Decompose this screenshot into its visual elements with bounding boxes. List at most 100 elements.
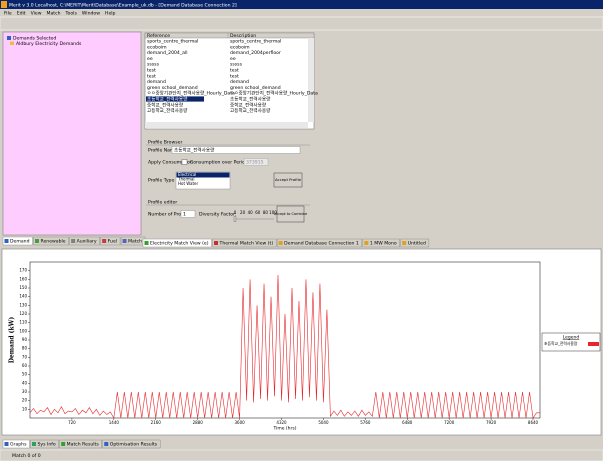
- tab-icon: [214, 241, 219, 245]
- y-tick-label: 60: [22, 363, 28, 368]
- menu-item[interactable]: File: [4, 11, 12, 17]
- accept-combine-text: Accept to Combine: [274, 212, 307, 216]
- tab[interactable]: [102, 439, 161, 449]
- cell-description[interactable]: ee: [230, 57, 236, 62]
- menu-item[interactable]: Edit: [17, 11, 26, 17]
- tab-label: Untitled: [408, 241, 426, 247]
- browser-title: Profile Browser: [148, 140, 182, 146]
- cell-reference[interactable]: demand_2004_all: [147, 50, 188, 56]
- cell-description[interactable]: sssss: [230, 63, 243, 68]
- y-tick-label: 170: [19, 268, 27, 273]
- accept-profile-text: Accept Profile: [275, 177, 302, 182]
- y-tick-label: 130: [19, 302, 27, 307]
- cell-description[interactable]: demand_2004perfloor: [230, 50, 281, 56]
- view-tabs: Electricity Match View (e) Thermal Match …: [142, 238, 430, 248]
- consumption-label: Consumption over Period (kWh): [190, 160, 263, 166]
- reference-table: [144, 32, 315, 130]
- cell-description[interactable]: 중학교_전력사용량: [230, 101, 267, 108]
- tab-icon: [364, 241, 369, 245]
- tab[interactable]: [400, 238, 430, 248]
- tab[interactable]: [2, 236, 33, 246]
- cell-reference[interactable]: sssss: [147, 63, 160, 68]
- tab[interactable]: [33, 236, 69, 246]
- tab[interactable]: [362, 238, 400, 248]
- left-tabs: Demand Renewable Auxiliary Fuel Match: [2, 236, 146, 246]
- legend-box: [541, 332, 601, 352]
- slider-label: 40: [248, 210, 254, 215]
- cell-description[interactable]: ㅇㅇ중앙기관단지_전력사용량_Hourly_Data: [230, 90, 318, 97]
- cell-description[interactable]: test: [230, 68, 239, 74]
- y-tick-label: 30: [22, 389, 28, 394]
- cell-reference[interactable]: 중학교_전력사용량: [147, 101, 184, 108]
- tab[interactable]: [212, 238, 277, 248]
- editor-title: Profile editor: [148, 200, 177, 206]
- y-tick-label: 100: [19, 328, 27, 333]
- menu-item[interactable]: Tools: [65, 11, 78, 17]
- tab-icon: [104, 442, 109, 446]
- tab[interactable]: [69, 236, 100, 246]
- cell-reference[interactable]: test: [147, 73, 156, 79]
- type-item[interactable]: Hot Water: [178, 181, 198, 186]
- slider-label: 60: [255, 210, 261, 215]
- cell-description[interactable]: demand: [230, 79, 249, 85]
- tree-root[interactable]: Demands Selected: [13, 36, 56, 42]
- tab[interactable]: [276, 238, 363, 248]
- y-tick-label: 150: [19, 285, 27, 290]
- x-tick-label: 2160: [151, 420, 162, 425]
- cell-description[interactable]: test: [230, 73, 239, 79]
- scrollbar[interactable]: [308, 38, 314, 122]
- tab-label: Graphs: [10, 442, 27, 448]
- tab-icon: [31, 442, 36, 446]
- cell-reference[interactable]: 고등학교_전력사용량: [147, 107, 188, 114]
- x-tick-label: 3600: [234, 420, 245, 425]
- row-highlight: [146, 96, 204, 102]
- type-item[interactable]: Electrical: [178, 172, 196, 177]
- tree-pane: [2, 31, 142, 236]
- slider-thumb[interactable]: [233, 216, 237, 222]
- tab[interactable]: [59, 439, 102, 449]
- cell-description[interactable]: ecoboim: [230, 44, 250, 50]
- cell-description[interactable]: green school_demand: [230, 85, 281, 91]
- y-tick-label: 140: [19, 294, 27, 299]
- y-tick-label: 20: [22, 398, 28, 403]
- cell-description[interactable]: 초등학교_전력사용량: [230, 96, 271, 103]
- number-input[interactable]: [180, 210, 196, 218]
- tab-icon: [61, 442, 66, 446]
- tab[interactable]: [2, 439, 30, 449]
- y-axis-label: Demand (kW): [9, 317, 16, 364]
- cell-reference[interactable]: ee: [147, 57, 153, 62]
- tree-item[interactable]: Aldbury Electricity Demands: [16, 41, 82, 47]
- menu-item[interactable]: Match: [47, 11, 61, 17]
- tab[interactable]: [30, 439, 59, 449]
- name-input[interactable]: [171, 146, 301, 154]
- hscrollbar[interactable]: [145, 122, 308, 128]
- type-label: Profile Type: [148, 178, 174, 184]
- accept-profile-button[interactable]: [273, 172, 303, 188]
- consumption-input[interactable]: [243, 158, 269, 166]
- number-label: Number of Profiles:: [148, 212, 192, 218]
- cell-reference[interactable]: 초등학교_전력사용량: [147, 96, 188, 103]
- bottom-tabs: Graphs Sys Info Match Results Optimisation …: [2, 439, 161, 449]
- accept-combine-button[interactable]: [276, 205, 305, 223]
- cell-reference[interactable]: ㅇㅇ중앙기관단지_전력사용량_Hourly_Data: [147, 90, 235, 97]
- cell-description[interactable]: sports_centre_thermal: [230, 39, 281, 45]
- menu-item[interactable]: Help: [105, 11, 116, 17]
- cell-reference[interactable]: demand: [147, 79, 166, 85]
- y-tick-label: 120: [19, 311, 27, 316]
- apply-checkbox[interactable]: [181, 159, 188, 165]
- cell-reference[interactable]: green school_demand: [147, 85, 198, 91]
- cell-reference[interactable]: test: [147, 68, 156, 74]
- cell-reference[interactable]: sports_centre_thermal: [147, 39, 198, 45]
- cell-reference[interactable]: ecoboim: [147, 44, 167, 50]
- cell-description[interactable]: 고등학교_전력사용량: [230, 107, 271, 114]
- y-tick-label: 110: [19, 320, 27, 325]
- menu-item[interactable]: View: [31, 11, 42, 17]
- tab[interactable]: [142, 238, 212, 248]
- type-item[interactable]: Thermal: [177, 177, 194, 182]
- tab-icon: [122, 239, 127, 243]
- menu-item[interactable]: Window: [82, 11, 100, 17]
- x-tick-label: 4320: [276, 420, 287, 425]
- tab[interactable]: [100, 236, 121, 246]
